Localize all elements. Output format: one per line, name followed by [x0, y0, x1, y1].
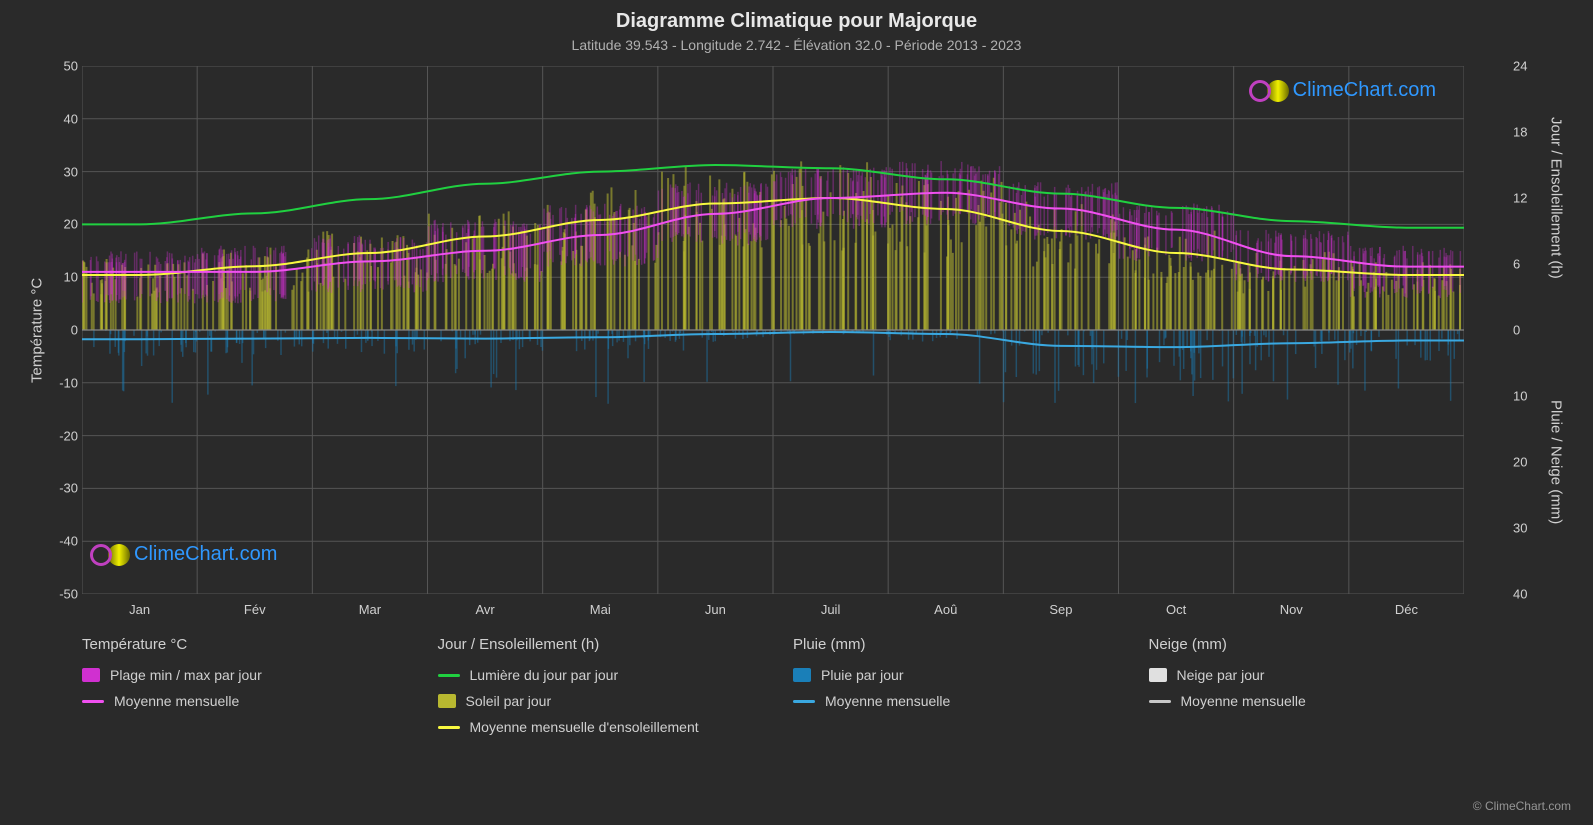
- ytick-left: 20: [48, 217, 78, 232]
- legend-line-icon: [82, 700, 104, 703]
- ytick-left: 10: [48, 270, 78, 285]
- xtick-month: Nov: [1280, 602, 1303, 617]
- xtick-month: Jun: [705, 602, 726, 617]
- legend-swatch-icon: [82, 668, 100, 682]
- logo-circle-icon: [90, 544, 112, 566]
- ytick-right: 0: [1513, 323, 1545, 338]
- ytick-left: -30: [48, 481, 78, 496]
- legend-item: Neige par jour: [1149, 667, 1465, 683]
- legend-label: Plage min / max par jour: [110, 667, 262, 683]
- legend-column: Jour / Ensoleillement (h) Lumière du jour…: [438, 636, 754, 735]
- y-axis-right-top-label: Jour / Ensoleillement (h): [1541, 66, 1571, 330]
- logo-circle-icon: [1249, 80, 1271, 102]
- watermark-text: ClimeChart.com: [1293, 79, 1436, 102]
- legend-line-icon: [1149, 700, 1171, 703]
- ytick-right: 24: [1513, 59, 1545, 74]
- ytick-right: 40: [1513, 587, 1545, 602]
- ytick-left: 40: [48, 111, 78, 126]
- legend-line-icon: [793, 700, 815, 703]
- ytick-right: 20: [1513, 455, 1545, 470]
- xtick-month: Mai: [590, 602, 611, 617]
- legend-column: Neige (mm) Neige par jour Moyenne mensuell…: [1149, 636, 1465, 735]
- legend-header: Neige (mm): [1149, 636, 1465, 653]
- y-axis-right-bot-label: Pluie / Neige (mm): [1541, 330, 1571, 594]
- legend-item: Moyenne mensuelle: [82, 693, 398, 709]
- legend-item: Pluie par jour: [793, 667, 1109, 683]
- xtick-month: Juil: [821, 602, 841, 617]
- legend-item: Moyenne mensuelle: [1149, 693, 1465, 709]
- xtick-month: Jan: [129, 602, 150, 617]
- ytick-right: 10: [1513, 389, 1545, 404]
- y-ticks-right: 0612182410203040: [1511, 66, 1543, 594]
- legend-item: Soleil par jour: [438, 693, 754, 709]
- legend-header: Pluie (mm): [793, 636, 1109, 653]
- ytick-left: 50: [48, 59, 78, 74]
- legend-label: Pluie par jour: [821, 667, 904, 683]
- y-ticks-left: -50-40-30-20-1001020304050: [50, 66, 80, 594]
- legend-label: Moyenne mensuelle: [114, 693, 239, 709]
- legend-item: Moyenne mensuelle d'ensoleillement: [438, 719, 754, 735]
- x-ticks: Jan Fév Mar Avr Mai Jun Juil Aoû Sep Oct Nov Déc: [82, 594, 1464, 622]
- legend-line-icon: [438, 674, 460, 677]
- legend-swatch-icon: [1149, 668, 1167, 682]
- xtick-month: Oct: [1166, 602, 1186, 617]
- xtick-month: Mar: [359, 602, 381, 617]
- ytick-left: -40: [48, 534, 78, 549]
- xtick-month: Aoû: [934, 602, 957, 617]
- legend-label: Neige par jour: [1177, 667, 1265, 683]
- chart-title: Diagramme Climatique pour Majorque: [0, 0, 1593, 33]
- ytick-left: 0: [48, 323, 78, 338]
- legend-column: Température °C Plage min / max par jour Mo…: [82, 636, 398, 735]
- ytick-left: -50: [48, 587, 78, 602]
- ytick-right: 30: [1513, 521, 1545, 536]
- ytick-left: 30: [48, 164, 78, 179]
- watermark-top: ClimeChart.com: [1249, 79, 1436, 102]
- chart-subtitle: Latitude 39.543 - Longitude 2.742 - Élév…: [0, 37, 1593, 53]
- legend-item: Lumière du jour par jour: [438, 667, 754, 683]
- legend-header: Température °C: [82, 636, 398, 653]
- legend-label: Soleil par jour: [466, 693, 552, 709]
- legend-column: Pluie (mm) Pluie par jour Moyenne mensuell…: [793, 636, 1109, 735]
- chart-area: ClimeChart.com ClimeChart.com: [82, 66, 1464, 594]
- watermark-bottom: ClimeChart.com: [90, 543, 277, 566]
- legend-header: Jour / Ensoleillement (h): [438, 636, 754, 653]
- legend-swatch-icon: [438, 694, 456, 708]
- legend-label: Moyenne mensuelle: [825, 693, 950, 709]
- legend-item: Moyenne mensuelle: [793, 693, 1109, 709]
- ytick-right: 6: [1513, 257, 1545, 272]
- ytick-left: -20: [48, 428, 78, 443]
- legend-line-icon: [438, 726, 460, 729]
- legend: Température °C Plage min / max par jour Mo…: [82, 636, 1464, 735]
- legend-swatch-icon: [793, 668, 811, 682]
- legend-item: Plage min / max par jour: [82, 667, 398, 683]
- xtick-month: Fév: [244, 602, 266, 617]
- watermark-text: ClimeChart.com: [134, 543, 277, 566]
- xtick-month: Avr: [475, 602, 494, 617]
- ytick-left: -10: [48, 375, 78, 390]
- legend-label: Moyenne mensuelle: [1181, 693, 1306, 709]
- ytick-right: 18: [1513, 125, 1545, 140]
- xtick-month: Sep: [1049, 602, 1072, 617]
- xtick-month: Déc: [1395, 602, 1418, 617]
- legend-label: Lumière du jour par jour: [470, 667, 619, 683]
- footer-copyright: © ClimeChart.com: [1473, 799, 1571, 813]
- ytick-right: 12: [1513, 191, 1545, 206]
- legend-label: Moyenne mensuelle d'ensoleillement: [470, 719, 699, 735]
